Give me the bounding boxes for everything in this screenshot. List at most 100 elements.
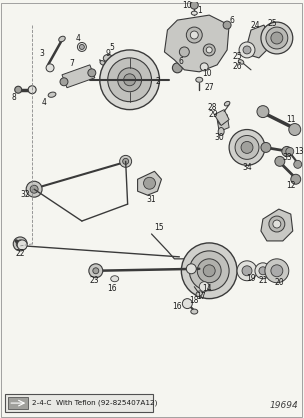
Circle shape <box>46 64 54 72</box>
Text: 10: 10 <box>202 69 212 78</box>
Circle shape <box>239 42 255 58</box>
Circle shape <box>203 44 215 56</box>
Circle shape <box>16 240 24 248</box>
Circle shape <box>294 161 302 168</box>
Circle shape <box>275 156 285 166</box>
Ellipse shape <box>78 43 86 51</box>
Circle shape <box>289 124 301 135</box>
Text: 33: 33 <box>282 153 292 162</box>
Text: 32: 32 <box>20 190 30 199</box>
Text: 6: 6 <box>179 57 184 66</box>
Polygon shape <box>164 15 229 72</box>
Ellipse shape <box>191 11 197 15</box>
Text: 19694: 19694 <box>270 401 299 410</box>
Circle shape <box>235 135 259 159</box>
Circle shape <box>60 78 68 86</box>
Circle shape <box>15 86 22 93</box>
Text: 27: 27 <box>204 83 214 92</box>
Text: 30: 30 <box>214 133 224 142</box>
Ellipse shape <box>218 127 224 135</box>
Ellipse shape <box>79 44 85 49</box>
Text: 6: 6 <box>230 15 234 25</box>
Text: 15: 15 <box>155 222 164 232</box>
Circle shape <box>282 146 292 156</box>
Ellipse shape <box>100 61 105 65</box>
Circle shape <box>186 27 202 43</box>
Circle shape <box>286 148 294 155</box>
Circle shape <box>218 119 224 125</box>
Text: 11: 11 <box>286 115 295 124</box>
Ellipse shape <box>48 92 56 97</box>
Text: 25: 25 <box>267 18 277 28</box>
Circle shape <box>93 268 99 274</box>
Text: 2-4-C  With Teflon (92-825407A12): 2-4-C With Teflon (92-825407A12) <box>32 400 157 406</box>
Circle shape <box>243 46 251 54</box>
Circle shape <box>241 141 253 153</box>
Text: 14: 14 <box>202 284 212 293</box>
Circle shape <box>255 263 271 279</box>
Bar <box>5 394 153 412</box>
Ellipse shape <box>224 102 230 106</box>
Circle shape <box>242 266 252 276</box>
Text: 20: 20 <box>274 278 284 287</box>
Text: 13: 13 <box>294 147 304 156</box>
Polygon shape <box>214 110 229 125</box>
Text: 25: 25 <box>232 52 242 61</box>
Circle shape <box>189 251 229 291</box>
Text: 5: 5 <box>109 43 114 52</box>
Circle shape <box>190 31 198 39</box>
Text: 28: 28 <box>207 103 217 112</box>
Text: 4: 4 <box>75 33 80 43</box>
Circle shape <box>108 58 151 102</box>
Circle shape <box>179 47 189 57</box>
Ellipse shape <box>196 291 202 296</box>
Ellipse shape <box>111 276 119 282</box>
Circle shape <box>123 158 129 164</box>
Text: 2: 2 <box>155 77 160 86</box>
Circle shape <box>200 63 208 71</box>
Polygon shape <box>247 25 269 58</box>
Bar <box>8 397 28 409</box>
Circle shape <box>88 69 96 77</box>
Circle shape <box>273 220 281 228</box>
Text: 34: 34 <box>242 163 252 172</box>
Circle shape <box>265 259 289 283</box>
Text: 3: 3 <box>40 49 44 59</box>
Circle shape <box>199 282 209 292</box>
Circle shape <box>118 68 142 92</box>
Circle shape <box>89 264 103 278</box>
Circle shape <box>13 237 27 251</box>
Text: 19: 19 <box>246 274 256 283</box>
Circle shape <box>30 185 38 193</box>
Circle shape <box>271 265 283 277</box>
Polygon shape <box>261 209 293 241</box>
Circle shape <box>269 216 285 232</box>
Text: 18: 18 <box>189 296 199 305</box>
Ellipse shape <box>103 54 112 61</box>
Circle shape <box>229 130 265 166</box>
Circle shape <box>100 50 160 110</box>
Text: 12: 12 <box>286 181 295 190</box>
Circle shape <box>197 259 221 283</box>
Circle shape <box>261 143 271 153</box>
Circle shape <box>190 1 198 9</box>
Circle shape <box>259 267 267 275</box>
Text: 8: 8 <box>12 93 17 102</box>
Text: 24: 24 <box>250 20 260 30</box>
Text: 16: 16 <box>107 284 116 293</box>
Circle shape <box>261 22 293 54</box>
Circle shape <box>223 21 231 29</box>
Text: 22: 22 <box>16 250 25 258</box>
Circle shape <box>237 261 257 281</box>
Circle shape <box>124 74 136 86</box>
Text: 10: 10 <box>182 1 192 10</box>
Ellipse shape <box>59 36 65 42</box>
Ellipse shape <box>196 77 203 82</box>
Circle shape <box>203 265 215 277</box>
Text: 9: 9 <box>105 49 110 59</box>
Circle shape <box>182 298 192 308</box>
Circle shape <box>206 47 212 53</box>
Circle shape <box>181 243 237 298</box>
Ellipse shape <box>238 60 244 64</box>
Text: 7: 7 <box>70 59 74 69</box>
